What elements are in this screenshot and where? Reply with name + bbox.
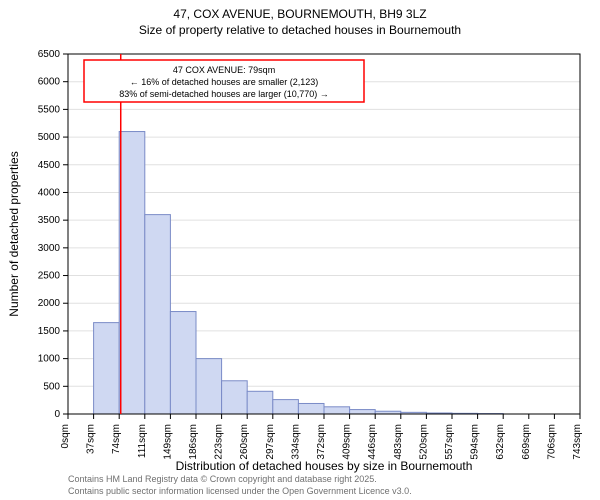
y-tick-label: 1500 — [38, 326, 61, 337]
x-tick-label: 669sqm — [521, 424, 532, 460]
x-tick-label: 409sqm — [342, 424, 353, 460]
histogram-bar — [273, 400, 299, 414]
x-tick-label: 557sqm — [444, 424, 455, 460]
x-tick-label: 743sqm — [572, 424, 583, 460]
histogram-bar — [119, 132, 145, 414]
x-tick-label: 149sqm — [162, 424, 173, 460]
x-tick-label: 37sqm — [86, 424, 97, 454]
histogram-bar — [350, 410, 376, 414]
y-tick-label: 2500 — [38, 271, 61, 282]
histogram-bar — [324, 407, 350, 414]
histogram-bar — [94, 323, 120, 414]
annotation-line-1: 47 COX AVENUE: 79sqm — [173, 65, 275, 75]
x-tick-label: 706sqm — [546, 424, 557, 460]
y-tick-label: 500 — [43, 381, 60, 392]
x-tick-label: 0sqm — [60, 424, 71, 448]
histogram-bar — [247, 391, 273, 414]
footer-line-2: Contains public sector information licen… — [68, 486, 412, 496]
x-tick-label: 260sqm — [239, 424, 250, 460]
chart-container: 47, COX AVENUE, BOURNEMOUTH, BH9 3LZ Size… — [0, 0, 600, 500]
x-tick-label: 111sqm — [137, 424, 148, 458]
x-tick-label: 520sqm — [418, 424, 429, 460]
y-tick-label: 6000 — [38, 77, 61, 88]
y-tick-label: 0 — [54, 409, 60, 420]
histogram-bar — [196, 359, 222, 414]
y-tick-label: 2000 — [38, 298, 61, 309]
x-tick-label: 297sqm — [265, 424, 276, 460]
chart-title-1: 47, COX AVENUE, BOURNEMOUTH, BH9 3LZ — [173, 7, 426, 21]
y-tick-label: 6500 — [38, 49, 61, 60]
chart-title-2: Size of property relative to detached ho… — [139, 23, 461, 37]
x-tick-label: 483sqm — [393, 424, 404, 460]
x-tick-label: 74sqm — [111, 424, 122, 454]
y-tick-label: 3500 — [38, 215, 61, 226]
y-tick-label: 4500 — [38, 160, 61, 171]
x-tick-label: 594sqm — [470, 424, 481, 460]
histogram-bar — [145, 215, 171, 414]
x-tick-label: 334sqm — [290, 424, 301, 460]
y-tick-label: 1000 — [38, 354, 61, 365]
annotation-line-3: 83% of semi-detached houses are larger (… — [119, 89, 329, 99]
histogram-bar — [298, 403, 324, 414]
y-tick-label: 5000 — [38, 132, 61, 143]
x-tick-label: 372sqm — [316, 424, 327, 460]
annotation-line-2: ← 16% of detached houses are smaller (2,… — [130, 77, 319, 87]
histogram-bar — [170, 312, 196, 414]
y-tick-label: 5500 — [38, 104, 61, 115]
footer-line-1: Contains HM Land Registry data © Crown c… — [68, 474, 377, 484]
y-axis-label: Number of detached properties — [7, 151, 21, 316]
x-tick-label: 632sqm — [495, 424, 506, 460]
x-axis-label: Distribution of detached houses by size … — [176, 459, 473, 473]
histogram-chart: 47, COX AVENUE, BOURNEMOUTH, BH9 3LZ Size… — [0, 0, 600, 500]
x-tick-label: 223sqm — [214, 424, 225, 460]
y-tick-label: 4000 — [38, 187, 61, 198]
x-tick-label: 446sqm — [367, 424, 378, 460]
x-tick-label: 186sqm — [188, 424, 199, 460]
y-tick-label: 3000 — [38, 243, 61, 254]
histogram-bar — [222, 381, 248, 414]
